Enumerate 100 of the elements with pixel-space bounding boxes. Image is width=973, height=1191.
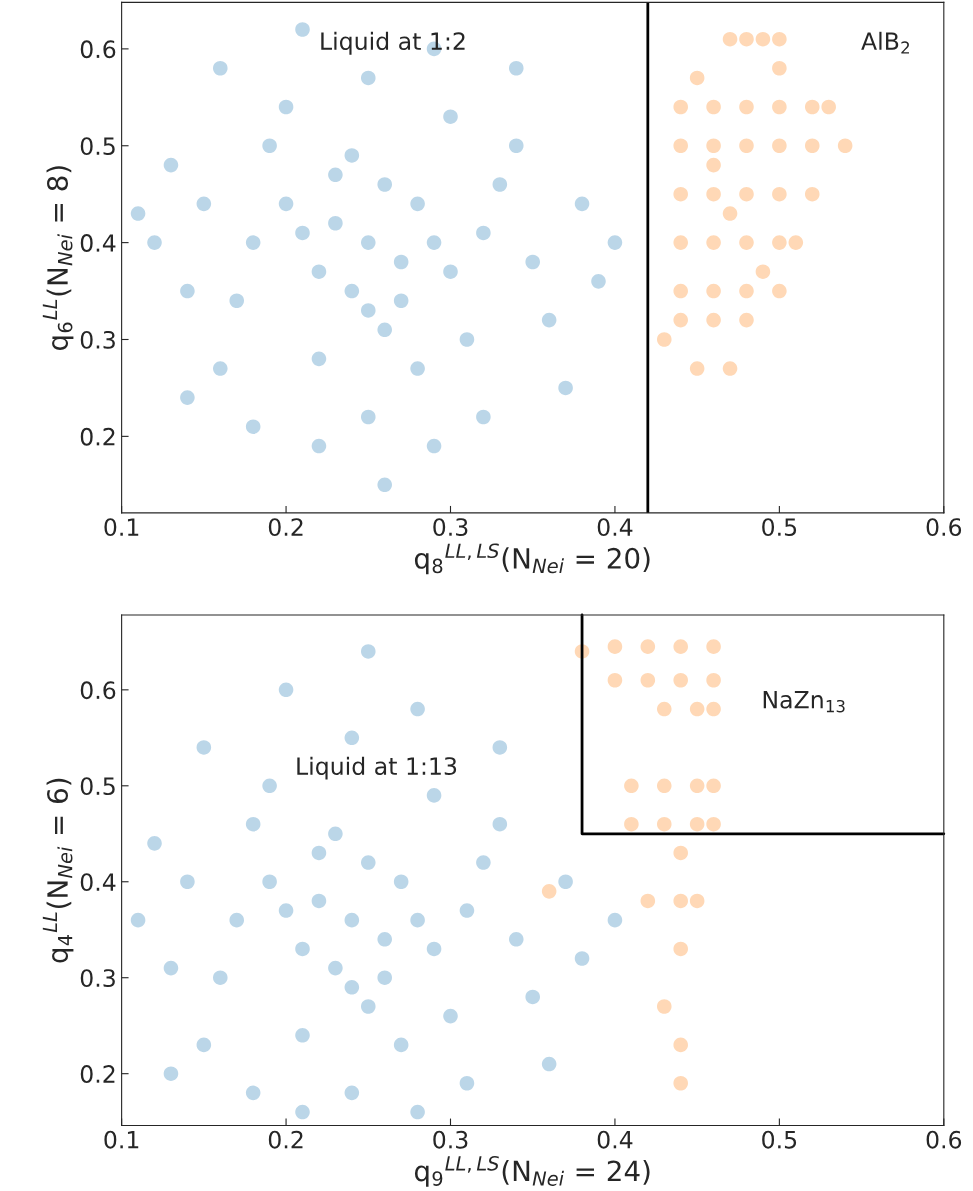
point <box>393 293 409 309</box>
point <box>410 361 425 376</box>
point <box>739 31 754 47</box>
point <box>706 701 721 717</box>
point <box>656 332 672 347</box>
annotation: Liquid at 1:13 <box>297 756 457 780</box>
point <box>508 138 524 154</box>
point <box>410 196 425 212</box>
point <box>624 778 639 794</box>
point <box>328 215 343 231</box>
point <box>706 138 721 154</box>
x-tick-label: 0.6 <box>926 1130 962 1149</box>
annotation: AlB$_{2}$ <box>861 31 909 54</box>
point <box>821 99 836 115</box>
point <box>130 206 146 221</box>
point <box>426 438 442 454</box>
point <box>772 138 787 154</box>
point <box>689 701 705 717</box>
point <box>673 138 688 154</box>
point <box>410 1104 425 1120</box>
point <box>361 70 376 86</box>
point <box>459 332 475 347</box>
point <box>459 1075 475 1091</box>
point <box>278 903 294 918</box>
point <box>804 138 820 154</box>
point <box>393 254 409 270</box>
y-tick-label: 0.6 <box>80 40 116 59</box>
x-tick-label: 0.5 <box>762 518 797 537</box>
point <box>262 138 277 154</box>
point <box>295 225 310 241</box>
point <box>558 874 573 890</box>
point <box>673 99 688 115</box>
point <box>443 109 458 124</box>
point <box>311 351 327 367</box>
point <box>163 960 179 976</box>
point <box>311 438 327 454</box>
point <box>525 254 540 270</box>
point <box>591 274 606 289</box>
point <box>788 235 804 250</box>
point <box>344 912 360 928</box>
point <box>229 293 245 309</box>
point <box>541 1056 557 1072</box>
point <box>328 167 343 183</box>
point <box>361 999 376 1014</box>
x-tick-label: 0.5 <box>762 1130 797 1149</box>
x-tick-label: 0.1 <box>104 518 139 537</box>
point <box>147 836 162 851</box>
point <box>755 264 771 279</box>
point <box>344 1085 360 1101</box>
point <box>739 283 754 299</box>
point <box>673 893 688 909</box>
point <box>706 157 721 173</box>
point <box>772 235 787 250</box>
point <box>426 235 442 250</box>
point <box>295 22 310 37</box>
point <box>739 312 754 328</box>
point <box>673 235 688 250</box>
annotation: Liquid at 1:2 <box>321 31 465 55</box>
point <box>656 999 672 1014</box>
point <box>311 264 327 279</box>
point <box>393 874 409 890</box>
annotation: NaZn$_{13}$ <box>763 691 845 713</box>
point <box>673 186 688 202</box>
point <box>739 235 754 250</box>
point <box>722 31 738 47</box>
point <box>574 951 590 966</box>
y-tick-label: 0.2 <box>80 1065 115 1083</box>
y-axis-title: q$_{4}$$^{LL}$(N$_{Nei}$ = 6) <box>42 778 74 963</box>
point <box>739 186 754 202</box>
point <box>262 778 277 794</box>
point <box>689 70 705 86</box>
point <box>245 816 261 832</box>
y-tick-label: 0.2 <box>80 427 115 446</box>
y-tick-label: 0.4 <box>80 234 116 252</box>
y-tick-label: 0.4 <box>80 873 116 892</box>
point <box>213 361 228 376</box>
point <box>245 419 261 434</box>
point <box>476 855 491 870</box>
point <box>673 845 688 861</box>
point <box>706 672 721 688</box>
point <box>213 970 228 985</box>
point <box>377 177 393 192</box>
point <box>459 903 475 918</box>
point <box>673 312 688 328</box>
point <box>361 855 376 870</box>
point <box>476 409 491 425</box>
point <box>673 1075 688 1091</box>
point <box>130 912 146 928</box>
point <box>361 644 376 659</box>
point <box>525 989 540 1005</box>
point <box>689 361 705 376</box>
point <box>426 941 442 957</box>
x-axis-title: q$_{9}$$^{LL,LS}$(N$_{Nei}$ = 24) <box>414 1155 650 1187</box>
point <box>722 361 738 376</box>
point <box>739 138 754 154</box>
point <box>180 874 195 890</box>
point <box>311 893 327 909</box>
point <box>278 196 294 212</box>
point <box>476 225 491 241</box>
point <box>541 312 557 328</box>
